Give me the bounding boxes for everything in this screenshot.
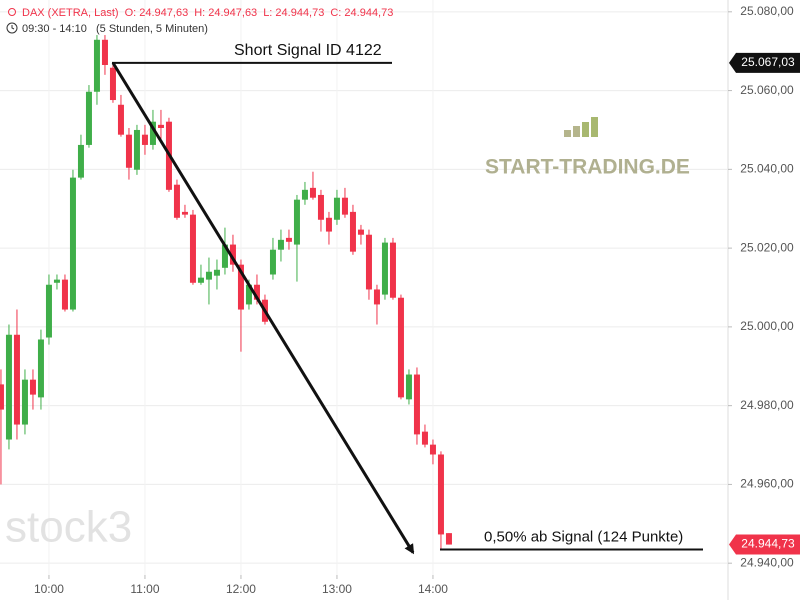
candle-body	[381, 242, 388, 295]
candle-body	[293, 199, 300, 245]
candle-body	[413, 374, 420, 435]
candle-body	[85, 91, 92, 145]
x-tick-label: 11:00	[130, 582, 159, 596]
y-tick-label: 24.980,00	[740, 398, 794, 412]
y-tick-label: 25.000,00	[740, 319, 794, 333]
watermark: stock3	[5, 503, 132, 552]
clock-icon	[6, 22, 18, 34]
candle-body	[373, 289, 380, 305]
signal-text: Short Signal ID 4122	[234, 42, 382, 59]
candle-body	[45, 284, 52, 338]
candle-body	[93, 39, 100, 92]
y-tick-label: 24.960,00	[740, 477, 794, 491]
candle-body	[125, 134, 132, 168]
x-tick-label: 12:00	[226, 582, 256, 596]
signal-arrow	[111, 62, 415, 555]
range-note: (5 Stunden, 5 Minuten)	[96, 23, 208, 35]
logo-text: START-TRADING.DE	[485, 156, 690, 179]
header-line: DAX (XETRA, Last) O: 24.947,63 H: 24.947,6…	[22, 7, 393, 19]
x-tick-label: 14:00	[418, 582, 448, 596]
candle-body	[229, 244, 236, 265]
candle-body	[333, 197, 340, 220]
price-badge	[729, 52, 800, 73]
candle-body	[245, 284, 252, 305]
header-item: H: 24.947,63	[194, 7, 257, 19]
candle-body	[365, 234, 372, 290]
candle-body	[309, 187, 316, 198]
candle-body	[21, 379, 28, 425]
price-badge-label: 25.067,03	[741, 55, 795, 69]
candle-body	[117, 104, 124, 135]
header-item: C: 24.944,73	[330, 7, 393, 19]
candle-body	[61, 279, 68, 310]
header: DAX (XETRA, Last) O: 24.947,63 H: 24.947,6…	[6, 7, 393, 35]
candle-body	[37, 339, 44, 398]
candle-body	[389, 242, 396, 298]
candle-body	[173, 184, 180, 218]
candle-body	[277, 239, 284, 250]
candle-body	[429, 444, 436, 455]
candle-body	[5, 334, 12, 440]
y-tick-label: 25.060,00	[740, 83, 794, 97]
candle-body	[421, 431, 428, 445]
candle-body	[141, 134, 148, 145]
y-tick-label: 25.080,00	[740, 4, 794, 18]
candle-body	[197, 277, 204, 283]
y-tick-label: 24.940,00	[740, 555, 794, 569]
candle-body	[181, 211, 188, 215]
candle-body	[237, 264, 244, 310]
price-badge	[729, 534, 800, 555]
target-text: 0,50% ab Signal (124 Punkte)	[484, 529, 683, 546]
logo: START-TRADING.DE	[485, 117, 690, 179]
candle-body	[349, 211, 356, 252]
candle-body	[285, 237, 292, 242]
x-tick-label: 13:00	[322, 582, 352, 596]
candle-body	[437, 454, 444, 535]
candle-body	[405, 374, 412, 400]
candle-body	[341, 197, 348, 215]
price-badge-label: 24.944,73	[741, 537, 795, 551]
y-tick-label: 25.020,00	[740, 240, 794, 254]
candle-body	[269, 249, 276, 275]
candle-body	[317, 194, 324, 220]
header-item: O: 24.947,63	[125, 7, 189, 19]
range: 09:30 - 14:10	[22, 23, 87, 35]
header-item: L: 24.944,73	[263, 7, 324, 19]
candle-body	[101, 39, 108, 65]
candle-body	[13, 334, 20, 425]
y-tick-label: 25.040,00	[740, 162, 794, 176]
candle-body	[357, 229, 364, 235]
candle-body	[133, 129, 140, 170]
candle-body	[189, 214, 196, 283]
candle-body	[149, 121, 156, 145]
candle-body	[69, 177, 76, 310]
header-item: DAX (XETRA, Last)	[22, 7, 119, 19]
candle-body	[157, 124, 164, 128]
status-dot	[8, 8, 16, 16]
candle-body	[29, 379, 36, 395]
x-tick-label: 10:00	[34, 582, 64, 596]
candle-body	[213, 269, 220, 276]
candle-body	[221, 244, 228, 268]
candle-body	[325, 217, 332, 232]
candle-body	[301, 189, 308, 200]
candle-body	[397, 297, 404, 398]
candle-body	[445, 533, 452, 545]
candle-body	[53, 279, 60, 283]
candle-body	[253, 284, 260, 300]
candle-body	[77, 144, 84, 178]
candle-body	[0, 384, 4, 410]
candle-body	[109, 67, 116, 101]
candle-body	[205, 271, 212, 280]
